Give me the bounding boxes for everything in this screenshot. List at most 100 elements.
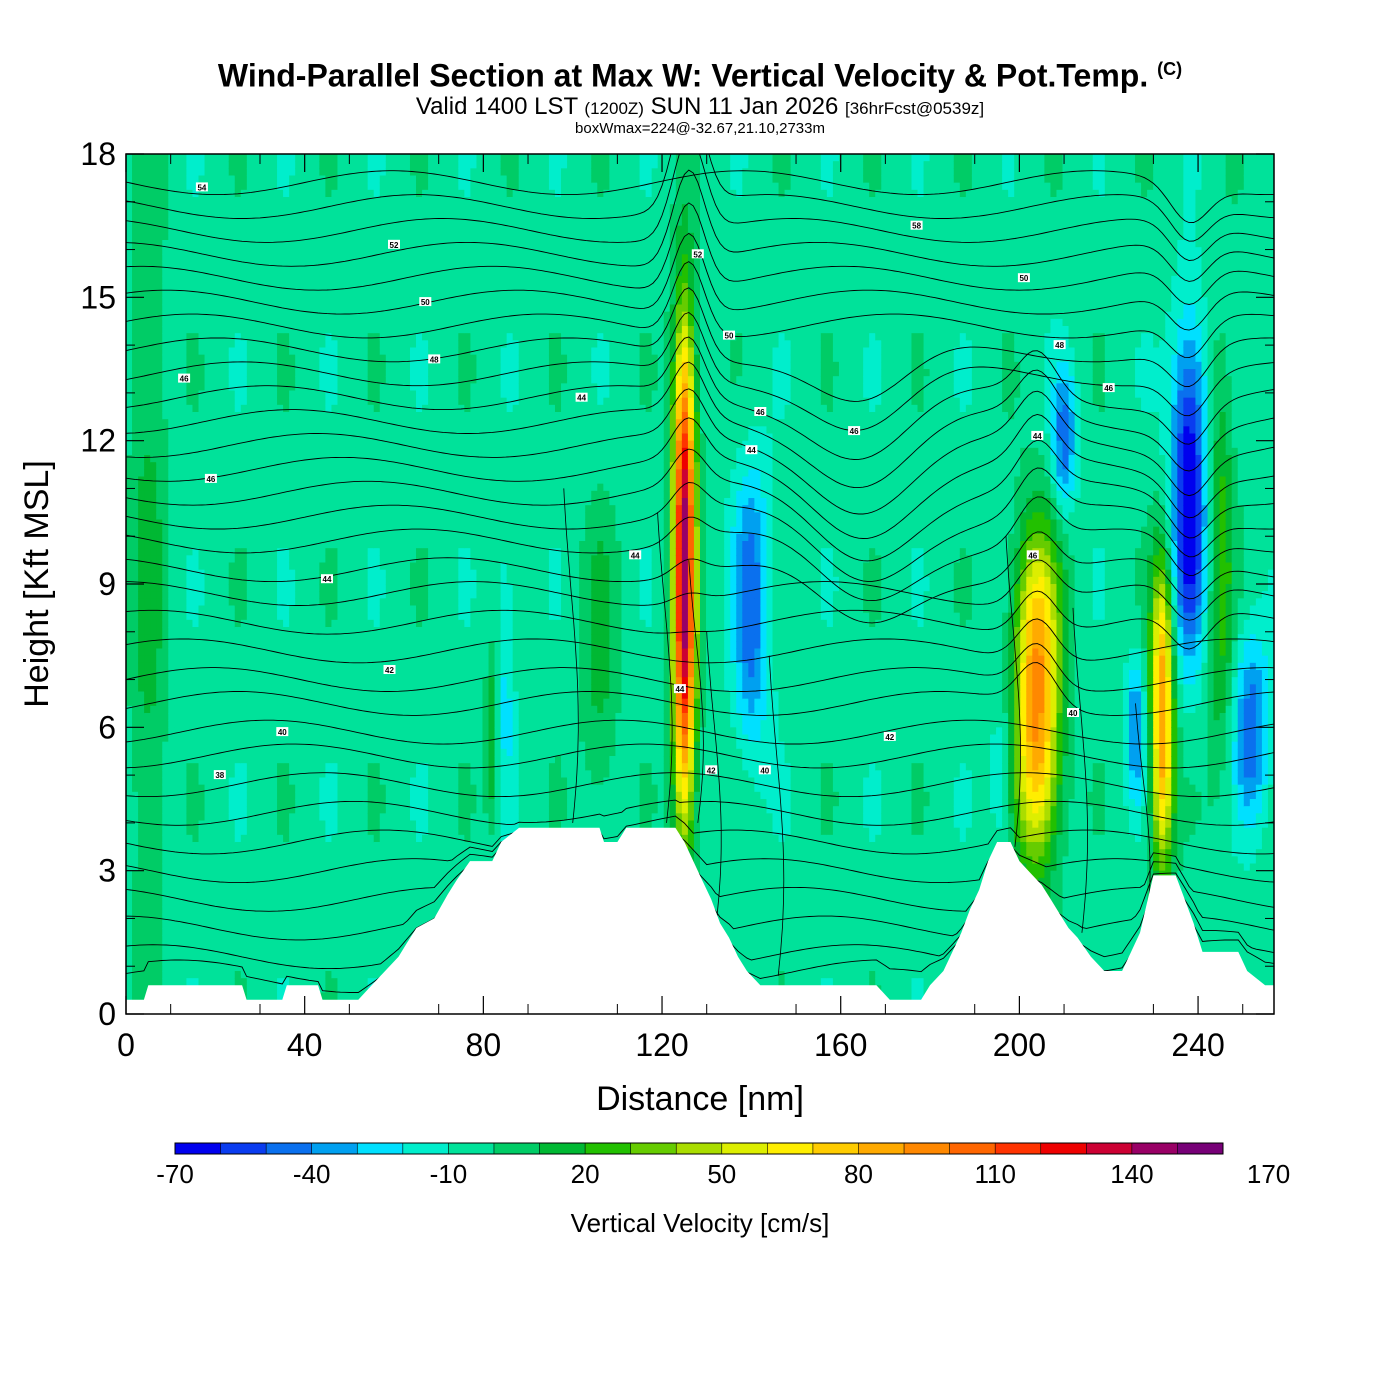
field-cell [234, 218, 242, 227]
field-cell [289, 426, 296, 435]
field-cell [132, 189, 139, 198]
field-cell [138, 412, 145, 420]
field-cell [204, 340, 212, 349]
field-cell [222, 756, 230, 764]
field-cell [150, 684, 157, 693]
field-cell [216, 784, 224, 793]
field-cell [301, 247, 308, 255]
field-cell [252, 569, 260, 578]
field-cell [144, 949, 151, 958]
field-cell [313, 161, 320, 169]
field-cell [228, 462, 236, 470]
field-cell [168, 777, 175, 786]
field-cell [234, 949, 242, 958]
field-cell [162, 505, 169, 513]
field-cell [295, 741, 302, 750]
field-cell [337, 784, 345, 793]
field-cell [319, 920, 326, 929]
field-cell [283, 684, 290, 693]
field-cell [210, 813, 218, 822]
field-cell [325, 720, 333, 728]
field-cell [325, 978, 333, 986]
field-cell [349, 390, 357, 399]
field-cell [228, 369, 236, 377]
field-cell [126, 426, 133, 435]
field-cell [174, 526, 181, 535]
field-cell [150, 361, 157, 370]
field-cell [162, 254, 169, 263]
field-cell [271, 240, 278, 248]
field-cell [361, 698, 369, 707]
field-cell [264, 397, 272, 406]
field-cell [367, 519, 375, 528]
field-cell [264, 161, 272, 169]
field-cell [295, 268, 302, 277]
field-cell [228, 892, 236, 900]
field-cell [138, 863, 145, 872]
field-cell [228, 662, 236, 671]
field-cell [180, 225, 188, 234]
field-cell [295, 920, 302, 929]
field-cell [349, 304, 357, 313]
field-cell [174, 275, 181, 284]
field-cell [252, 928, 260, 936]
field-cell [216, 476, 224, 485]
field-cell [240, 562, 248, 571]
field-cell [168, 390, 175, 399]
field-cell [307, 670, 314, 678]
field-cell [144, 705, 151, 714]
field-cell [204, 397, 212, 406]
field-cell [132, 770, 139, 779]
field-cell [126, 376, 133, 384]
field-cell [210, 748, 218, 757]
field-cell [337, 361, 345, 370]
field-cell [264, 863, 272, 872]
field-cell [367, 247, 375, 255]
field-cell [132, 175, 139, 184]
field-cell [325, 619, 333, 628]
field-cell [343, 720, 351, 728]
field-cell [373, 483, 381, 492]
field-cell [367, 376, 375, 384]
field-cell [355, 612, 363, 621]
field-cell [283, 254, 290, 263]
field-cell [138, 978, 145, 986]
field-cell [307, 885, 314, 893]
field-cell [258, 842, 266, 850]
field-cell [325, 240, 333, 248]
field-cell [289, 569, 296, 578]
field-cell [210, 462, 218, 470]
field-cell [319, 469, 326, 478]
field-cell [240, 777, 248, 786]
field-cell [216, 763, 224, 771]
field-cell [132, 677, 139, 685]
field-cell [186, 576, 194, 585]
field-cell [126, 842, 133, 850]
field-cell [307, 820, 314, 829]
field-cell [180, 419, 188, 427]
field-cell [319, 505, 326, 513]
field-cell [289, 662, 296, 671]
field-cell [277, 899, 284, 908]
field-cell [325, 419, 333, 427]
field-cell [343, 404, 351, 413]
field-cell [138, 677, 145, 685]
field-cell [132, 290, 139, 298]
field-cell [144, 741, 151, 750]
field-cell [355, 885, 363, 893]
field-cell [156, 440, 163, 449]
field-cell [144, 232, 151, 241]
field-cell [246, 648, 254, 657]
field-cell [343, 978, 351, 986]
field-cell [246, 763, 254, 771]
field-cell [301, 412, 308, 420]
field-cell [277, 885, 284, 893]
field-cell [210, 670, 218, 678]
field-cell [132, 892, 139, 900]
field-cell [325, 677, 333, 685]
field-cell [295, 455, 302, 463]
field-cell [337, 935, 345, 943]
field-cell [337, 870, 345, 879]
field-cell [355, 784, 363, 793]
field-cell [313, 311, 320, 320]
